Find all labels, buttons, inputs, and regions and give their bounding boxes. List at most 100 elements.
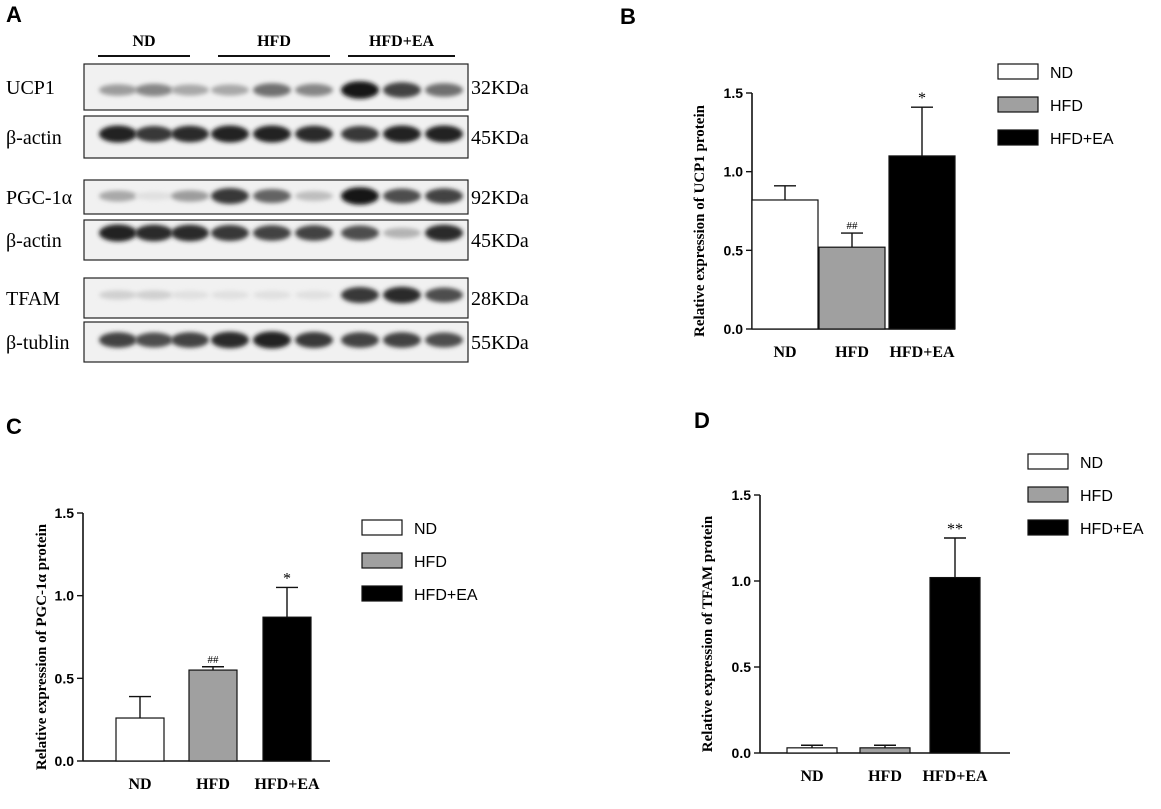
- blot-band: [171, 125, 209, 143]
- blot-protein-label: TFAM: [6, 288, 60, 310]
- blot-band: [171, 290, 209, 300]
- y-axis-label: Relative expression of UCP1 protein: [692, 104, 708, 337]
- legend-swatch: [361, 519, 403, 536]
- blot-band: [295, 191, 333, 201]
- legend-swatch: [997, 96, 1039, 113]
- y-tick-label: 0.5: [732, 659, 752, 675]
- blot-protein-label: β-actin: [6, 230, 62, 252]
- x-category-label: ND: [800, 768, 823, 785]
- blot-protein-label: β-tublin: [6, 332, 70, 354]
- blot-size-label: 55KDa: [471, 332, 529, 354]
- blot-band: [135, 83, 173, 97]
- legend-label: HFD: [1080, 488, 1113, 505]
- blot-band: [383, 332, 421, 348]
- panel-letter-a: A: [6, 2, 22, 27]
- blot-band: [341, 287, 379, 303]
- blot-band: [341, 81, 379, 99]
- blot-band: [135, 126, 173, 142]
- bar-hfd: [859, 747, 911, 754]
- blot-group-label: ND: [132, 33, 155, 50]
- significance-marker: *: [918, 90, 926, 107]
- blot-band: [341, 126, 379, 142]
- blot-band: [99, 290, 137, 300]
- bar-nd: [115, 717, 165, 762]
- blot-band: [425, 83, 463, 97]
- x-category-label: HFD: [196, 776, 230, 793]
- blot-band: [171, 84, 209, 96]
- y-tick-label: 1.5: [724, 85, 744, 101]
- panel-d-chart: D 0.0 0.5 1.0 1.5 ND HFD ** HFD+EA Relative expre…: [694, 408, 1144, 785]
- blot-band: [295, 225, 333, 241]
- blot-band: [171, 224, 209, 242]
- y-axis-label: Relative expression of TFAM protein: [700, 515, 716, 752]
- blot-band: [295, 290, 333, 300]
- blot-band: [99, 190, 137, 202]
- blot-band: [295, 125, 333, 143]
- significance-marker: **: [947, 521, 963, 538]
- y-tick-label: 1.0: [724, 164, 744, 180]
- legend: ND HFD HFD+EA: [361, 519, 478, 604]
- x-category-label: HFD+EA: [889, 344, 955, 361]
- blot-size-label: 32KDa: [471, 77, 529, 99]
- blot-size-label: 28KDa: [471, 288, 529, 310]
- y-tick-label: 1.5: [732, 487, 752, 503]
- blot-band: [99, 224, 137, 242]
- blot-band: [135, 290, 173, 300]
- blot-protein-label: PGC-1α: [6, 187, 73, 209]
- blot-band: [295, 83, 333, 97]
- bar-nd: [751, 199, 819, 330]
- blot-band: [135, 332, 173, 348]
- legend-swatch: [1027, 486, 1069, 503]
- legend-swatch: [1027, 453, 1069, 470]
- blot-band: [99, 125, 137, 143]
- blot-band: [253, 125, 291, 143]
- blot-size-label: 45KDa: [471, 230, 529, 252]
- blot-size-label: 45KDa: [471, 127, 529, 149]
- blot-band: [211, 188, 249, 204]
- blot-band: [425, 125, 463, 143]
- blot-band: [171, 332, 209, 348]
- y-axis-label: Relative expression of PGC-1α protein: [34, 523, 50, 770]
- blot-band: [383, 227, 421, 239]
- blot-band: [341, 332, 379, 348]
- panel-a: A ND HFD HFD+EA UCP1 32KDa β-actin 45KDa PGC-1α 9…: [6, 2, 529, 363]
- blot-band: [383, 188, 421, 204]
- y-tick-label: 0.5: [724, 242, 744, 258]
- blot-band: [383, 125, 421, 143]
- panel-letter-b: B: [620, 4, 636, 29]
- blot-band: [211, 331, 249, 349]
- significance-marker: *: [283, 570, 291, 587]
- legend-label: HFD+EA: [414, 587, 478, 604]
- blot-band: [211, 225, 249, 241]
- blot-band: [99, 332, 137, 348]
- y-tick-label: 0.0: [55, 753, 75, 769]
- blot-band: [383, 286, 421, 304]
- blot-size-label: 92KDa: [471, 187, 529, 209]
- blot-band: [341, 187, 379, 205]
- x-category-label: HFD+EA: [254, 776, 320, 793]
- significance-marker: ##: [847, 220, 859, 232]
- panel-letter-c: C: [6, 414, 22, 439]
- legend: ND HFD HFD+EA: [997, 63, 1114, 148]
- y-tick-label: 1.5: [55, 505, 75, 521]
- legend-label: HFD: [1050, 98, 1083, 115]
- legend-swatch: [997, 129, 1039, 146]
- blot-band: [425, 287, 463, 303]
- blot-band: [171, 190, 209, 202]
- panel-c-chart: C 0.0 0.5 1.0 1.5 ND ## HFD * HFD+EA Relative expr…: [6, 414, 478, 793]
- blot-band: [99, 84, 137, 96]
- legend-label: ND: [414, 521, 437, 538]
- blot-band: [383, 82, 421, 98]
- blot-band: [425, 332, 463, 348]
- blot-protein-label: UCP1: [6, 77, 55, 99]
- blot-band: [341, 225, 379, 241]
- blot-band: [211, 290, 249, 300]
- bar-hfd: [188, 669, 238, 762]
- blot-band: [253, 83, 291, 97]
- panel-letter-d: D: [694, 408, 710, 433]
- blot-band: [253, 331, 291, 349]
- legend-label: HFD+EA: [1080, 521, 1144, 538]
- blot-band: [425, 188, 463, 204]
- x-category-label: HFD: [835, 344, 869, 361]
- blot-band: [425, 224, 463, 242]
